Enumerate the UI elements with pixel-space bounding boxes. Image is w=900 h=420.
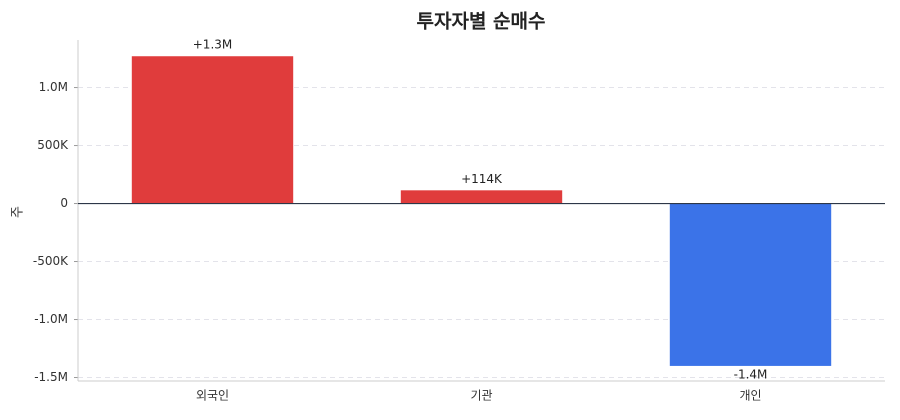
chart-title: 투자자별 순매수 bbox=[417, 11, 546, 33]
x-tick-label: 기관 bbox=[470, 389, 492, 403]
value-label: -1.4M bbox=[734, 367, 768, 381]
y-tick-label: -1.5M bbox=[34, 370, 68, 384]
bar bbox=[669, 203, 832, 366]
y-tick-label: -500K bbox=[33, 254, 69, 268]
y-tick-label: 1.0M bbox=[39, 80, 68, 94]
x-tick-label: 개인 bbox=[739, 389, 761, 403]
y-axis-label: 주 bbox=[11, 206, 26, 218]
y-tick-label: 0 bbox=[60, 196, 68, 210]
value-label: +1.3M bbox=[193, 38, 233, 52]
y-tick-label: -1.0M bbox=[34, 312, 68, 326]
bar bbox=[400, 190, 563, 204]
x-tick-label: 외국인 bbox=[196, 389, 229, 403]
value-label: +114K bbox=[461, 172, 503, 186]
bar bbox=[131, 56, 294, 204]
y-tick-label: 500K bbox=[37, 138, 69, 152]
